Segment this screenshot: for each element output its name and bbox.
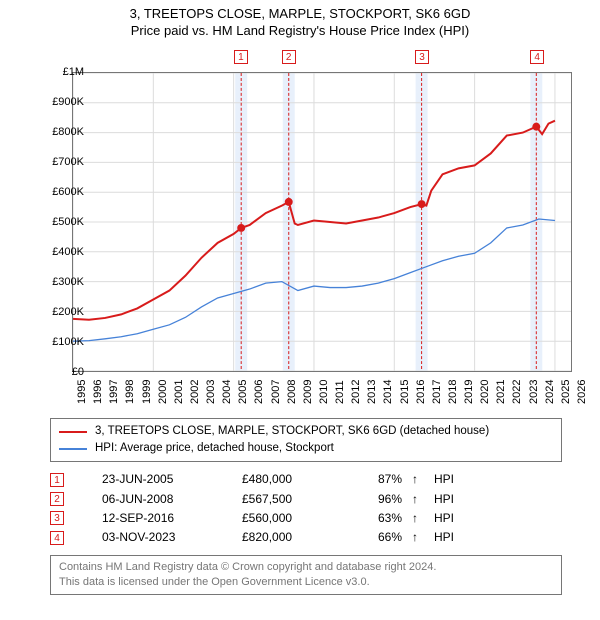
sale-pct: 63% xyxy=(352,509,402,528)
x-axis-label: 1996 xyxy=(92,379,104,403)
x-axis-label: 2013 xyxy=(366,379,378,403)
sale-pct: 87% xyxy=(352,470,402,489)
sale-date: 23-JUN-2005 xyxy=(102,470,232,489)
arrow-up-icon: ↑ xyxy=(412,509,424,528)
sale-marker-4: 4 xyxy=(530,50,544,64)
y-axis-label: £400K xyxy=(44,246,84,258)
y-axis-label: £300K xyxy=(44,276,84,288)
x-axis-label: 2011 xyxy=(334,380,346,404)
legend-swatch-hpi xyxy=(59,448,87,450)
x-axis-label: 2026 xyxy=(576,379,588,403)
footer-line1: Contains HM Land Registry data © Crown c… xyxy=(59,560,553,575)
x-axis-label: 2017 xyxy=(431,379,443,403)
hpi-label: HPI xyxy=(434,490,454,509)
x-axis-label: 1995 xyxy=(76,379,88,403)
sales-table: 1 23-JUN-2005 £480,000 87% ↑ HPI 2 06-JUN-2008 £… xyxy=(50,470,562,547)
x-axis-label: 2023 xyxy=(528,379,540,403)
arrow-up-icon: ↑ xyxy=(412,490,424,509)
x-axis-label: 2004 xyxy=(221,379,233,403)
x-axis-label: 2018 xyxy=(447,379,459,403)
x-axis-label: 2014 xyxy=(382,379,394,403)
sale-pct: 96% xyxy=(352,490,402,509)
plot xyxy=(72,72,572,372)
sale-date: 03-NOV-2023 xyxy=(102,528,232,547)
y-axis-label: £800K xyxy=(44,126,84,138)
legend-swatch-property xyxy=(59,431,87,433)
sale-marker-3: 3 xyxy=(50,511,64,525)
legend-label-hpi: HPI: Average price, detached house, Stoc… xyxy=(95,440,334,457)
x-axis-label: 2024 xyxy=(544,379,556,403)
y-axis-label: £100K xyxy=(44,336,84,348)
hpi-label: HPI xyxy=(434,509,454,528)
x-axis-label: 2020 xyxy=(479,379,491,403)
sale-date: 12-SEP-2016 xyxy=(102,509,232,528)
y-axis-label: £1M xyxy=(44,66,84,78)
x-axis-label: 2002 xyxy=(189,379,201,403)
footer: Contains HM Land Registry data © Crown c… xyxy=(50,555,562,595)
hpi-label: HPI xyxy=(434,528,454,547)
y-axis-label: £900K xyxy=(44,96,84,108)
sale-date: 06-JUN-2008 xyxy=(102,490,232,509)
x-axis-label: 2021 xyxy=(495,379,507,403)
sale-price: £567,500 xyxy=(242,490,342,509)
x-axis-label: 2022 xyxy=(511,379,523,403)
x-axis-label: 1999 xyxy=(141,379,153,403)
sale-marker-2: 2 xyxy=(282,50,296,64)
sale-price: £480,000 xyxy=(242,470,342,489)
table-row: 4 03-NOV-2023 £820,000 66% ↑ HPI xyxy=(50,528,562,547)
x-axis-label: 2016 xyxy=(415,379,427,403)
table-row: 3 12-SEP-2016 £560,000 63% ↑ HPI xyxy=(50,509,562,528)
sale-marker-4: 4 xyxy=(50,531,64,545)
sale-pct: 66% xyxy=(352,528,402,547)
x-axis-label: 2008 xyxy=(286,379,298,403)
x-axis-label: 2010 xyxy=(318,379,330,403)
table-row: 2 06-JUN-2008 £567,500 96% ↑ HPI xyxy=(50,490,562,509)
x-axis-label: 2000 xyxy=(157,379,169,403)
x-axis-label: 2003 xyxy=(205,379,217,403)
legend-row-property: 3, TREETOPS CLOSE, MARPLE, STOCKPORT, SK… xyxy=(59,423,553,440)
sale-marker-2: 2 xyxy=(50,492,64,506)
legend-row-hpi: HPI: Average price, detached house, Stoc… xyxy=(59,440,553,457)
chart-area: £0 £100K £200K £300K £400K £500K £600K £700K £80… xyxy=(28,42,588,412)
x-axis-label: 2015 xyxy=(399,379,411,403)
legend-label-property: 3, TREETOPS CLOSE, MARPLE, STOCKPORT, SK… xyxy=(95,423,489,440)
sale-price: £560,000 xyxy=(242,509,342,528)
x-axis-label: 1997 xyxy=(108,379,120,403)
legend: 3, TREETOPS CLOSE, MARPLE, STOCKPORT, SK… xyxy=(50,418,562,463)
x-axis-label: 2005 xyxy=(237,379,249,403)
sale-marker-1: 1 xyxy=(234,50,248,64)
x-axis-label: 2001 xyxy=(173,379,185,403)
x-axis-label: 2006 xyxy=(253,379,265,403)
x-axis-label: 2012 xyxy=(350,379,362,403)
sale-marker-1: 1 xyxy=(50,473,64,487)
sale-marker-3: 3 xyxy=(415,50,429,64)
x-axis-label: 2019 xyxy=(463,379,475,403)
x-axis-label: 1998 xyxy=(124,379,136,403)
footer-line2: This data is licensed under the Open Gov… xyxy=(59,575,553,590)
y-axis-label: £700K xyxy=(44,156,84,168)
y-axis-label: £600K xyxy=(44,186,84,198)
hpi-label: HPI xyxy=(434,470,454,489)
chart-title: 3, TREETOPS CLOSE, MARPLE, STOCKPORT, SK… xyxy=(10,6,590,23)
sale-price: £820,000 xyxy=(242,528,342,547)
y-axis-label: £0 xyxy=(44,366,84,378)
arrow-up-icon: ↑ xyxy=(412,470,424,489)
y-axis-label: £500K xyxy=(44,216,84,228)
arrow-up-icon: ↑ xyxy=(412,528,424,547)
x-axis-label: 2007 xyxy=(270,379,282,403)
chart-subtitle: Price paid vs. HM Land Registry's House … xyxy=(10,23,590,38)
table-row: 1 23-JUN-2005 £480,000 87% ↑ HPI xyxy=(50,470,562,489)
x-axis-label: 2025 xyxy=(560,379,572,403)
y-axis-label: £200K xyxy=(44,306,84,318)
x-axis-label: 2009 xyxy=(302,379,314,403)
